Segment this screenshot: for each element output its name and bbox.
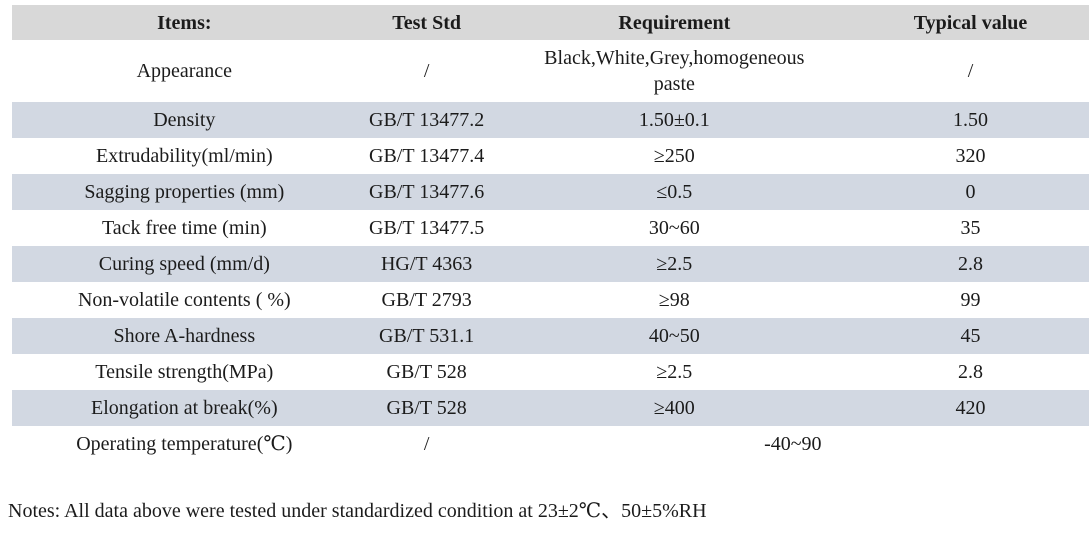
column-header-typical-value: Typical value — [913, 11, 1028, 34]
test-std-cell: HG/T 4363 — [380, 253, 473, 275]
requirement-cell: Black,White,Grey,homogeneous paste — [544, 47, 805, 95]
table-row-density: Density GB/T 13477.2 1.50±0.1 1.50 — [12, 102, 1089, 138]
table-row-operating-temperature: Operating temperature(℃) / -40~90 — [12, 426, 1089, 462]
table-row-elongation: Elongation at break(%) GB/T 528 ≥400 420 — [12, 390, 1089, 426]
notes-text: Notes: All data above were tested under … — [8, 500, 707, 522]
requirement-cell: ≤0.5 — [656, 181, 693, 203]
test-std-cell: GB/T 2793 — [381, 289, 472, 311]
item-cell: Shore A-hardness — [113, 325, 256, 347]
test-std-cell: GB/T 13477.2 — [369, 109, 485, 131]
typical-value-cell: 2.8 — [958, 253, 984, 275]
requirement-cell: 1.50±0.1 — [638, 109, 710, 131]
column-header-test-std: Test Std — [392, 11, 461, 34]
item-cell: Non-volatile contents ( %) — [77, 289, 291, 311]
requirement-cell: ≥400 — [653, 397, 695, 419]
item-cell: Elongation at break(%) — [91, 397, 278, 419]
test-std-cell: / — [423, 60, 430, 82]
table-row-extrudability: Extrudability(ml/min) GB/T 13477.4 ≥250 … — [12, 138, 1089, 174]
typical-value-cell: 99 — [960, 289, 981, 311]
typical-value-cell: 420 — [955, 397, 986, 419]
typical-value-cell: 1.50 — [953, 109, 989, 131]
test-std-cell: GB/T 13477.6 — [369, 181, 485, 203]
test-std-cell: GB/T 528 — [386, 397, 467, 419]
item-cell: Tensile strength(MPa) — [95, 361, 274, 383]
item-cell: Curing speed (mm/d) — [98, 253, 270, 275]
typical-value-cell: 45 — [960, 325, 981, 347]
typical-value-cell: 0 — [965, 181, 976, 203]
column-header-requirement: Requirement — [618, 11, 731, 34]
test-std-cell: GB/T 13477.4 — [369, 145, 485, 167]
table-row-sagging: Sagging properties (mm) GB/T 13477.6 ≤0.… — [12, 174, 1089, 210]
spec-table: Items: Test Std Requirement Typical valu… — [12, 5, 1089, 462]
test-std-cell: GB/T 528 — [386, 361, 467, 383]
table-row-shore-hardness: Shore A-hardness GB/T 531.1 40~50 45 — [12, 318, 1089, 354]
typical-value-cell: / — [967, 60, 974, 82]
item-cell: Sagging properties (mm) — [84, 181, 285, 203]
typical-value-cell: 2.8 — [958, 361, 984, 383]
item-cell: Extrudability(ml/min) — [95, 145, 273, 167]
requirement-cell: 30~60 — [648, 217, 700, 239]
requirement-cell: ≥2.5 — [656, 361, 693, 383]
requirement-cell: ≥250 — [653, 145, 695, 167]
table-row-non-volatile: Non-volatile contents ( %) GB/T 2793 ≥98… — [12, 282, 1089, 318]
item-cell: Operating temperature(℃) — [76, 433, 293, 455]
test-std-cell: GB/T 531.1 — [379, 325, 475, 347]
requirement-cell: -40~90 — [764, 433, 822, 455]
test-std-cell: GB/T 13477.5 — [369, 217, 485, 239]
item-cell: Tack free time (min) — [101, 217, 267, 239]
table-header-row: Items: Test Std Requirement Typical valu… — [12, 5, 1089, 40]
table-row-curing-speed: Curing speed (mm/d) HG/T 4363 ≥2.5 2.8 — [12, 246, 1089, 282]
requirement-cell: ≥98 — [658, 289, 690, 311]
table-row-tensile-strength: Tensile strength(MPa) GB/T 528 ≥2.5 2.8 — [12, 354, 1089, 390]
table-row-appearance: Appearance / Black,White,Grey,homogeneou… — [12, 40, 1089, 102]
typical-value-cell: 35 — [960, 217, 981, 239]
requirement-cell: 40~50 — [648, 325, 700, 347]
requirement-cell: ≥2.5 — [656, 253, 693, 275]
test-std-cell: / — [423, 433, 430, 455]
column-header-items: Items: — [157, 11, 212, 34]
typical-value-cell: 320 — [955, 145, 986, 167]
table-row-tack-free-time: Tack free time (min) GB/T 13477.5 30~60 … — [12, 210, 1089, 246]
item-cell: Density — [153, 109, 216, 131]
item-cell: Appearance — [136, 60, 233, 82]
